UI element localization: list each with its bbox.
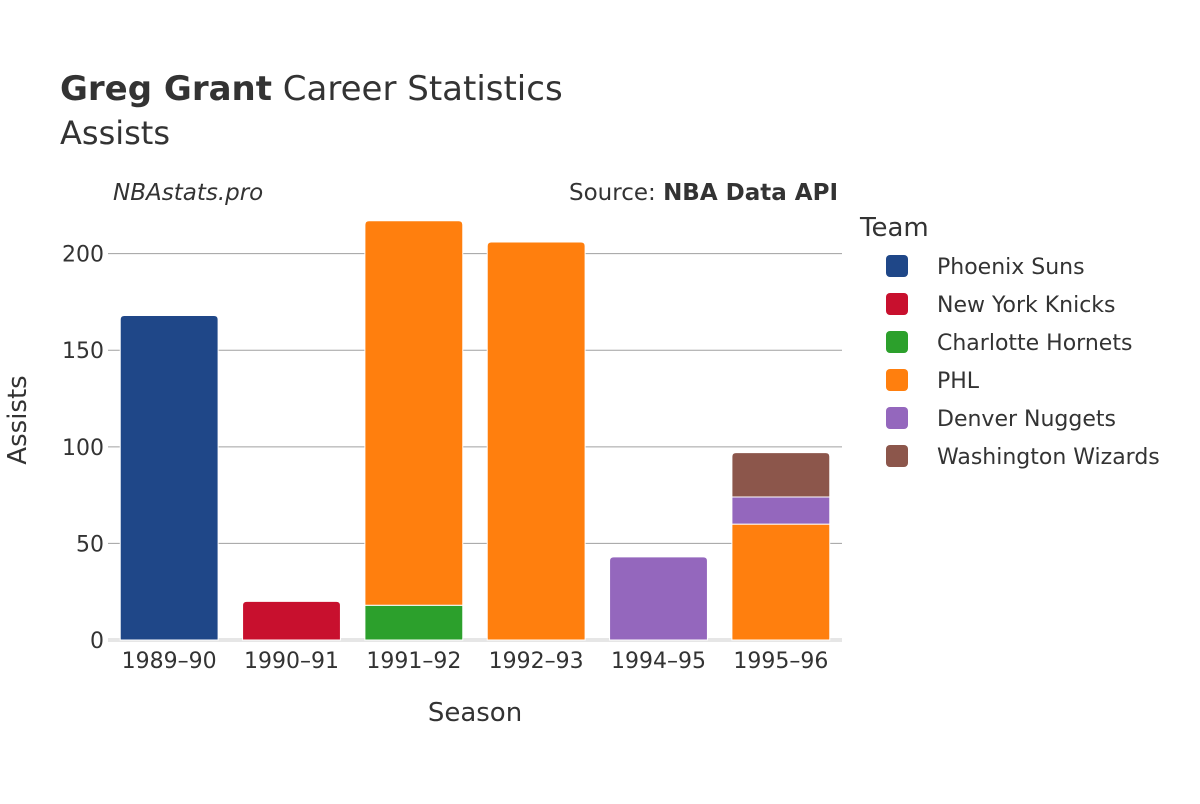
grid-layer — [108, 253, 842, 642]
legend-swatch — [886, 293, 908, 315]
legend-label: Charlotte Hornets — [937, 331, 1132, 356]
bar-1989–90-phoenix-suns[interactable] — [119, 314, 219, 641]
legend-item-new-york-knicks[interactable]: New York Knicks — [886, 293, 1116, 318]
y-axis-title: Assists — [3, 375, 33, 464]
legend-items: Phoenix Suns New York Knicks Charlotte Hor… — [886, 255, 1160, 470]
bar-1991–92-phl[interactable] — [364, 220, 464, 606]
x-tick-label: 1992–93 — [489, 649, 584, 674]
legend: Team Phoenix Suns New York Knicks Charlott… — [859, 213, 1160, 470]
chart-title: Greg Grant Career Statistics — [60, 69, 563, 109]
bar-1991–92-charlotte-hornets[interactable] — [364, 604, 464, 641]
legend-item-phl[interactable]: PHL — [886, 369, 980, 394]
legend-item-charlotte-hornets[interactable]: Charlotte Hornets — [886, 331, 1132, 356]
legend-swatch — [886, 331, 908, 353]
bar-1990–91-new-york-knicks[interactable] — [242, 600, 341, 641]
chart-title-rest: Career Statistics — [272, 69, 563, 109]
y-axis-ticks: 0 50 100 150 200 — [62, 243, 104, 654]
legend-label: PHL — [937, 369, 980, 394]
legend-item-phoenix-suns[interactable]: Phoenix Suns — [886, 255, 1085, 280]
legend-label: Phoenix Suns — [937, 255, 1085, 280]
legend-swatch — [886, 255, 908, 277]
x-tick-label: 1995–96 — [733, 649, 828, 674]
chart-title-name: Greg Grant — [60, 69, 272, 109]
legend-swatch — [886, 369, 908, 391]
legend-swatch — [886, 407, 908, 429]
legend-item-washington-wizards[interactable]: Washington Wizards — [886, 445, 1160, 470]
bar-1995–96-washington-wizards[interactable] — [731, 452, 831, 498]
y-tick-label: 50 — [76, 532, 104, 557]
chart-subtitle: Assists — [60, 114, 170, 152]
y-tick-label: 150 — [62, 339, 104, 364]
x-tick-label: 1994–95 — [611, 649, 706, 674]
legend-swatch — [886, 445, 908, 467]
legend-item-denver-nuggets[interactable]: Denver Nuggets — [886, 407, 1116, 432]
bars-layer — [119, 220, 831, 641]
legend-label: Washington Wizards — [937, 445, 1160, 470]
source-credit: Source: NBA Data API — [569, 180, 838, 206]
legend-label: Denver Nuggets — [937, 407, 1116, 432]
y-tick-label: 0 — [90, 629, 104, 654]
legend-title: Team — [859, 213, 929, 243]
watermark: NBAstats.pro — [113, 180, 263, 206]
x-axis-title: Season — [428, 698, 522, 728]
source-prefix: Source: — [569, 180, 663, 206]
x-tick-label: 1991–92 — [366, 649, 461, 674]
x-axis-ticks: 1989–90 1990–91 1991–92 1992–93 1994–95 1995–… — [122, 649, 829, 674]
bar-1992–93-phl[interactable] — [486, 241, 586, 641]
x-tick-label: 1990–91 — [244, 649, 339, 674]
bar-1995–96-denver-nuggets[interactable] — [731, 496, 831, 525]
bar-1995–96-phl[interactable] — [731, 523, 831, 641]
x-tick-label: 1989–90 — [122, 649, 217, 674]
y-tick-label: 200 — [62, 243, 104, 268]
y-tick-label: 100 — [62, 436, 104, 461]
bar-1994–95-denver-nuggets[interactable] — [609, 556, 708, 641]
legend-label: New York Knicks — [937, 293, 1116, 318]
source-name: NBA Data API — [663, 180, 838, 206]
